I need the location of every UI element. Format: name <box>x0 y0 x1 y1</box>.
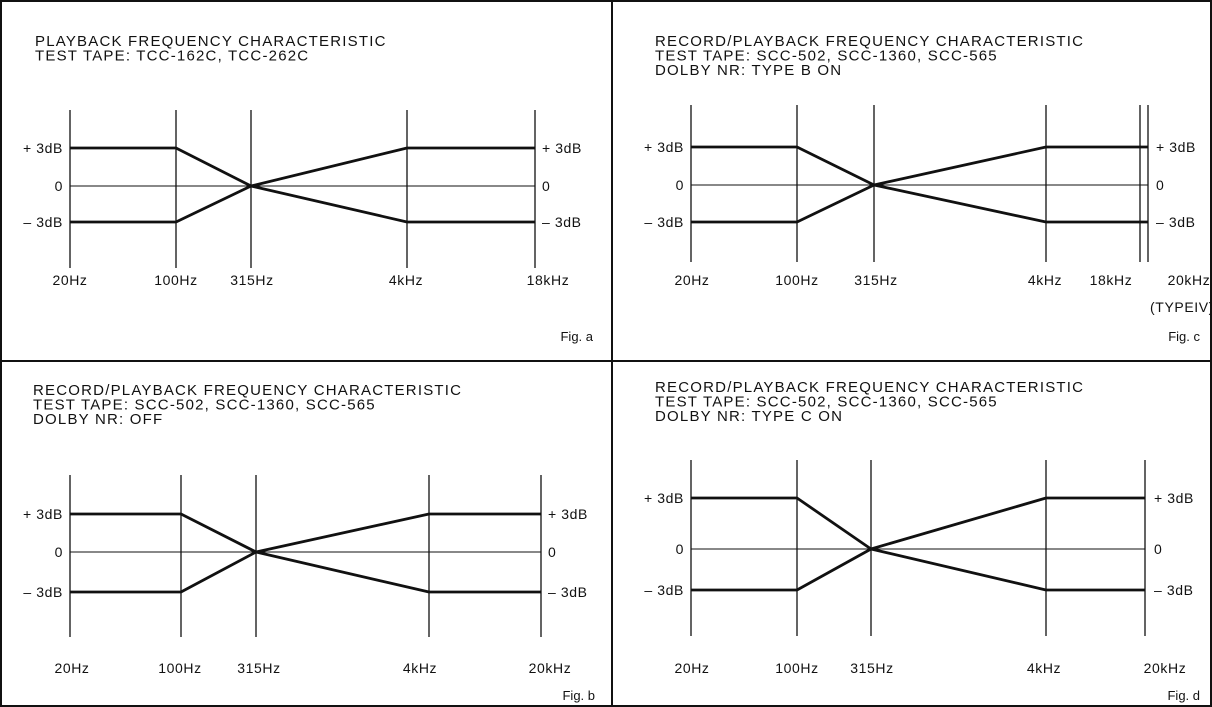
level-label-right: – 3dB <box>548 584 588 600</box>
frequency-label: 20Hz <box>54 660 89 676</box>
frequency-label: 20kHz <box>529 660 572 676</box>
level-label-right: + 3dB <box>1154 490 1194 506</box>
level-label-left: + 3dB <box>644 490 684 506</box>
level-label-left: + 3dB <box>23 140 63 156</box>
frequency-label: 100Hz <box>158 660 201 676</box>
frequency-label: 315Hz <box>230 272 273 288</box>
frequency-label: 4kHz <box>389 272 423 288</box>
lower-tolerance-limit <box>70 184 535 224</box>
panel-c: RECORD/PLAYBACK FREQUENCY CHARACTERISTIC… <box>644 33 1212 344</box>
level-label-left: 0 <box>55 178 63 194</box>
upper-tolerance-limit <box>70 146 535 188</box>
level-label-right: – 3dB <box>1154 582 1194 598</box>
level-label-right: 0 <box>1154 541 1162 557</box>
frequency-label: 18kHz <box>1090 272 1133 288</box>
frequency-label: 20Hz <box>674 660 709 676</box>
panel-title-line: RECORD/PLAYBACK FREQUENCY CHARACTERISTIC <box>33 382 462 399</box>
level-label-right: + 3dB <box>542 140 582 156</box>
level-label-left: – 3dB <box>644 214 684 230</box>
frequency-label: 315Hz <box>850 660 893 676</box>
level-label-left: – 3dB <box>23 584 63 600</box>
frequency-label: 18kHz <box>527 272 570 288</box>
frequency-label: 100Hz <box>775 660 818 676</box>
frequency-label: 4kHz <box>1027 660 1061 676</box>
upper-tolerance-limit <box>70 512 541 554</box>
level-label-left: + 3dB <box>644 139 684 155</box>
level-label-left: + 3dB <box>23 506 63 522</box>
frequency-label: 100Hz <box>775 272 818 288</box>
panel-title-line: TEST TAPE: SCC-502, SCC-1360, SCC-565 <box>655 394 998 411</box>
level-label-right: 0 <box>542 178 550 194</box>
frequency-label: 315Hz <box>854 272 897 288</box>
level-label-left: 0 <box>55 544 63 560</box>
frequency-label: 20kHz <box>1144 660 1187 676</box>
level-label-right: + 3dB <box>548 506 588 522</box>
frequency-label: 4kHz <box>1028 272 1062 288</box>
level-label-right: 0 <box>548 544 556 560</box>
panel-b: RECORD/PLAYBACK FREQUENCY CHARACTERISTIC… <box>23 382 595 703</box>
frequency-label: 315Hz <box>237 660 280 676</box>
tape-type-note: (TYPEIV) <box>1150 299 1212 315</box>
panel-title-line: PLAYBACK FREQUENCY CHARACTERISTIC <box>35 33 387 50</box>
level-label-left: 0 <box>676 177 684 193</box>
level-label-right: 0 <box>1156 177 1164 193</box>
panel-title-line: DOLBY NR: OFF <box>33 411 163 428</box>
frequency-label: 100Hz <box>154 272 197 288</box>
figure-caption: Fig. b <box>562 688 595 703</box>
frequency-label: 20Hz <box>52 272 87 288</box>
panel-title-line: TEST TAPE: SCC-502, SCC-1360, SCC-565 <box>33 397 376 414</box>
level-label-right: + 3dB <box>1156 139 1196 155</box>
lower-tolerance-limit <box>691 183 1148 224</box>
panel-title-line: DOLBY NR: TYPE B ON <box>655 62 842 79</box>
panel-title-line: RECORD/PLAYBACK FREQUENCY CHARACTERISTIC <box>655 33 1084 50</box>
level-label-right: – 3dB <box>1156 214 1196 230</box>
level-label-left: – 3dB <box>644 582 684 598</box>
figure-caption: Fig. c <box>1168 329 1200 344</box>
lower-tolerance-limit <box>70 550 541 594</box>
panel-title-line: DOLBY NR: TYPE C ON <box>655 408 843 425</box>
figure-caption: Fig. a <box>560 329 593 344</box>
frequency-label: 20Hz <box>674 272 709 288</box>
upper-tolerance-limit <box>691 496 1145 551</box>
level-label-right: – 3dB <box>542 214 582 230</box>
lower-tolerance-limit <box>691 547 1145 592</box>
panel-d: RECORD/PLAYBACK FREQUENCY CHARACTERISTIC… <box>644 379 1200 703</box>
panel-title-line: RECORD/PLAYBACK FREQUENCY CHARACTERISTIC <box>655 379 1084 396</box>
frequency-label: 4kHz <box>403 660 437 676</box>
upper-tolerance-limit <box>691 145 1148 187</box>
panel-title-line: TEST TAPE: SCC-502, SCC-1360, SCC-565 <box>655 48 998 65</box>
panel-title-line: TEST TAPE: TCC-162C, TCC-262C <box>35 48 309 65</box>
level-label-left: 0 <box>676 541 684 557</box>
figure-caption: Fig. d <box>1167 688 1200 703</box>
frequency-label: 20kHz <box>1168 272 1211 288</box>
level-label-left: – 3dB <box>23 214 63 230</box>
